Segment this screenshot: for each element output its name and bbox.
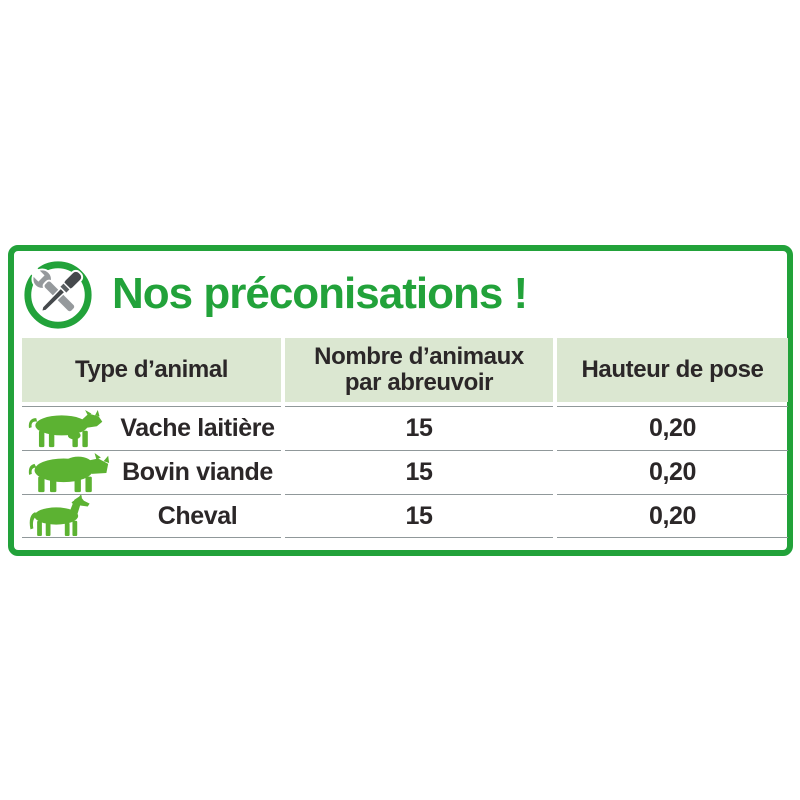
table-row: Cheval 15 0,20	[22, 494, 788, 538]
recommendations-table: Type d’animal Nombre d’animaux par abreu…	[22, 338, 788, 538]
dairy-cow-icon	[26, 409, 114, 448]
column-header-animal-type: Type d’animal	[22, 338, 281, 402]
column-header-line1: Nombre d’animaux	[314, 343, 524, 371]
beef-cattle-icon	[26, 452, 114, 493]
column-header-line2: par abreuvoir	[344, 369, 494, 396]
cell-install-height: 0,20	[557, 406, 788, 450]
cell-animals-per-trough: 15	[285, 450, 553, 494]
horse-icon	[26, 495, 114, 537]
animal-name: Bovin viande	[122, 458, 273, 486]
table-row: Bovin viande 15 0,20	[22, 450, 788, 494]
column-header-install-height: Hauteur de pose	[557, 338, 788, 402]
screwdriver-icon	[40, 269, 84, 313]
animal-name: Cheval	[157, 501, 238, 530]
table-header-row: Type d’animal Nombre d’animaux par abreu…	[22, 338, 788, 402]
cell-animals-per-trough: 15	[285, 406, 553, 450]
animal-name: Vache laitière	[120, 414, 275, 442]
tools-icon-svg	[24, 261, 92, 329]
cell-animals-per-trough: 15	[285, 494, 553, 538]
panel-header: Nos préconisations !	[14, 251, 787, 339]
cell-animal: Vache laitière	[22, 406, 281, 450]
panel-title: Nos préconisations !	[112, 269, 528, 318]
table-row: Vache laitière 15 0,20	[22, 406, 788, 450]
cell-animal: Bovin viande	[22, 450, 281, 494]
tools-icon	[21, 258, 95, 332]
cell-install-height: 0,20	[557, 494, 788, 538]
table-body: Vache laitière 15 0,20	[22, 406, 788, 538]
cell-animal: Cheval	[22, 494, 281, 538]
column-header-animals-per-trough: Nombre d’animaux par abreuvoir	[285, 338, 553, 402]
recommendations-panel: Nos préconisations ! Type d’animal Nombr…	[8, 245, 793, 556]
cell-install-height: 0,20	[557, 450, 788, 494]
